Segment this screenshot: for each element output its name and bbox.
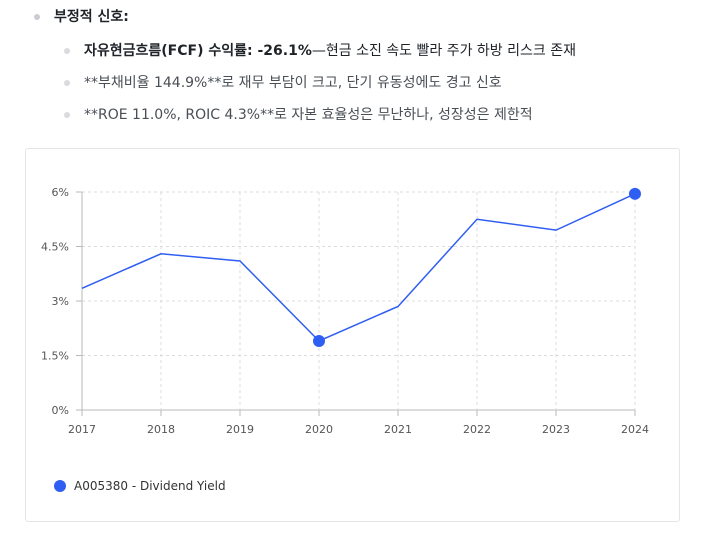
x-tick-label: 2020 <box>305 423 333 436</box>
chart-legend[interactable]: A005380 - Dividend Yield <box>54 478 226 494</box>
list-item-bold: 자유현금흐름(FCF) 수익률: -26.1% <box>84 43 312 59</box>
bullet-marker <box>64 112 70 118</box>
list-item-text: **부채비율 144.9%**로 재무 부담이 크고, 단기 유동성에도 경고 … <box>84 75 502 91</box>
y-tick-label: 3% <box>52 295 69 308</box>
x-tick-label: 2017 <box>68 423 96 436</box>
y-tick-label: 0% <box>52 404 69 417</box>
chart-card <box>25 148 680 522</box>
x-tick-label: 2024 <box>621 423 649 436</box>
y-tick-label: 1.5% <box>41 350 69 363</box>
x-tick-label: 2018 <box>147 423 175 436</box>
legend-label: A005380 - Dividend Yield <box>74 479 226 493</box>
y-tick-label: 4.5% <box>41 241 69 254</box>
list-item-text: —현금 소진 속도 빨라 주가 하방 리스크 존재 <box>311 43 576 59</box>
x-tick-label: 2022 <box>463 423 491 436</box>
list-item-text: **ROE 11.0%, ROIC 4.3%**로 자본 효율성은 무난하나, … <box>84 107 533 123</box>
data-point[interactable] <box>313 334 325 347</box>
list-item: 자유현금흐름(FCF) 수익률: -26.1%—현금 소진 속도 빨라 주가 하… <box>84 41 576 61</box>
bullet-marker <box>34 14 40 20</box>
bullet-marker <box>64 48 70 54</box>
legend-swatch <box>54 480 66 492</box>
x-tick-label: 2023 <box>542 423 570 436</box>
x-tick-label: 2019 <box>226 423 254 436</box>
series-line <box>81 193 636 342</box>
y-tick-label: 6% <box>52 186 69 199</box>
data-point[interactable] <box>629 187 641 200</box>
section-heading: 부정적 신호: <box>54 9 129 25</box>
x-tick-label: 2021 <box>384 423 412 436</box>
bullet-marker <box>64 80 70 86</box>
list-item: **ROE 11.0%, ROIC 4.3%**로 자본 효율성은 무난하나, … <box>84 105 533 125</box>
list-item: **부채비율 144.9%**로 재무 부담이 크고, 단기 유동성에도 경고 … <box>84 73 502 93</box>
